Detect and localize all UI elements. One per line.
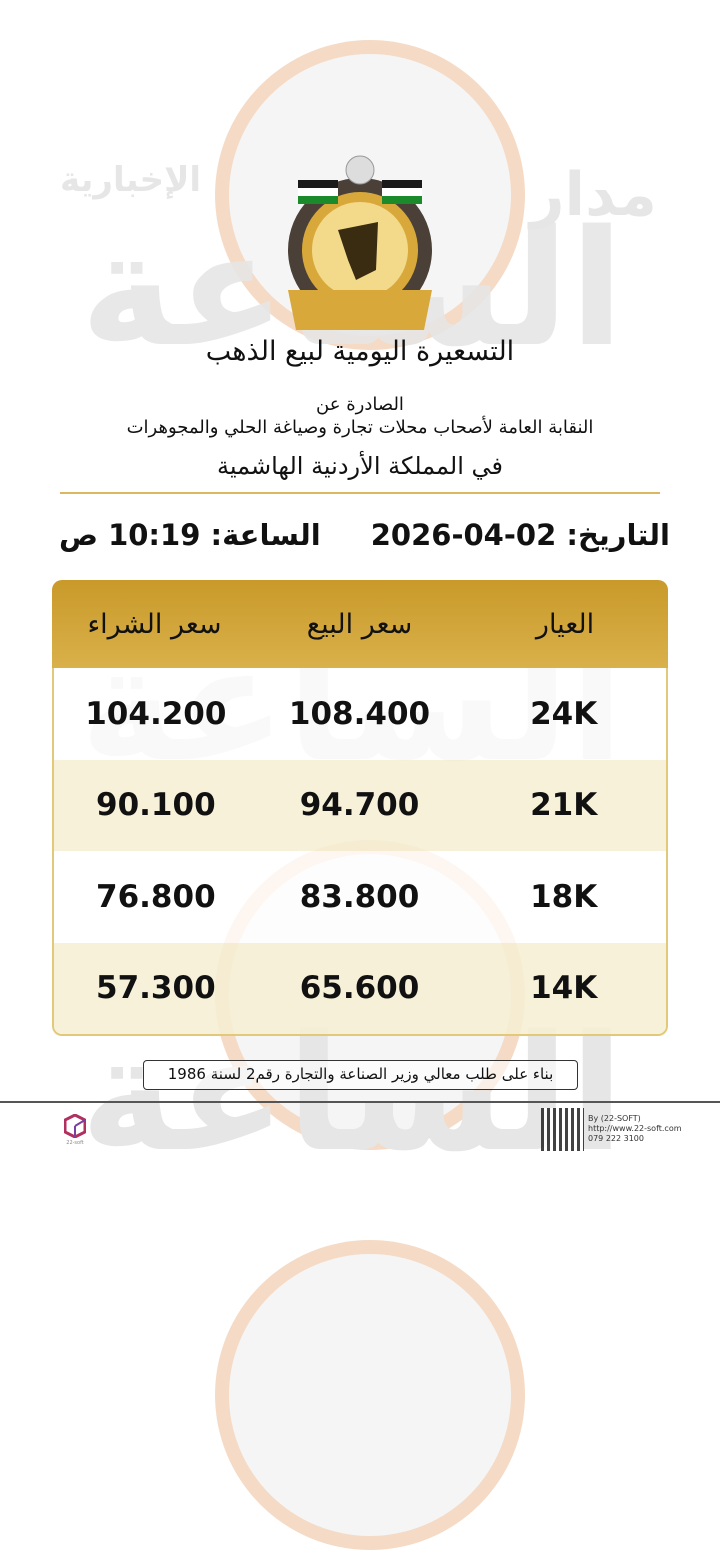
table-row: 21K 94.700 90.100 <box>54 759 666 851</box>
table-row: 24K 108.400 104.200 <box>54 668 666 760</box>
buy-price: 90.100 <box>96 787 216 824</box>
karat: 21K <box>530 787 598 824</box>
table-row: 14K 65.600 57.300 <box>54 942 666 1034</box>
credits-phone: 079 222 3100 <box>588 1134 644 1143</box>
date-label: التاريخ: <box>566 518 670 552</box>
issued-by-label: الصادرة عن <box>316 394 404 415</box>
time: الساعة: 10:19 ص <box>59 518 321 552</box>
country-name: في المملكة الأردنية الهاشمية <box>216 452 504 480</box>
header-karat: العيار <box>535 608 595 640</box>
credits-by: By (22-SOFT) <box>588 1114 641 1123</box>
organization-name: النقابة العامة لأصحاب محلات تجارة وصياغة… <box>126 417 594 438</box>
watermark-brand: مدار <box>530 160 657 230</box>
buy-price: 104.200 <box>85 695 227 732</box>
watermark-subtitle: الإخبارية <box>60 160 202 200</box>
soft-logo-text: 22-soft <box>66 1140 84 1146</box>
date: التاريخ: 02-04-2026 <box>371 518 670 552</box>
date-value: 02-04-2026 <box>370 518 557 552</box>
syndicate-logo <box>288 155 432 330</box>
sell-price: 65.600 <box>299 970 420 1007</box>
credits: By (22-SOFT) http://www.22-soft.com 079 … <box>588 1114 682 1144</box>
credits-url[interactable]: http://www.22-soft.com <box>588 1124 682 1133</box>
time-label: الساعة: <box>210 518 321 552</box>
table-header: العيار سعر البيع سعر الشراء <box>52 580 668 668</box>
datetime-row: التاريخ: 02-04-2026 الساعة: 10:19 ص <box>55 518 670 552</box>
ministry-note: بناء على طلب معالي وزير الصناعة والتجارة… <box>143 1060 578 1090</box>
karat: 14K <box>530 970 598 1007</box>
buy-price: 76.800 <box>96 878 216 915</box>
cube-logo-icon <box>63 1113 87 1139</box>
sell-price: 83.800 <box>299 878 420 915</box>
karat: 18K <box>530 878 598 915</box>
header-buy: سعر الشراء <box>87 608 222 640</box>
buy-price: 57.300 <box>96 970 216 1007</box>
table-row: 18K 83.800 76.800 <box>54 851 666 943</box>
time-value: 10:19 ص <box>58 518 201 552</box>
sell-price: 94.700 <box>299 787 420 824</box>
header-sell: سعر البيع <box>306 608 413 640</box>
price-table: العيار سعر البيع سعر الشراء 24K 108.400 … <box>52 580 668 1036</box>
sell-price: 108.400 <box>288 695 431 732</box>
footer-divider <box>0 1101 720 1103</box>
qr-code[interactable] <box>541 1108 584 1151</box>
divider <box>60 492 660 494</box>
karat: 24K <box>530 695 598 732</box>
soft-logo: 22-soft <box>62 1113 88 1148</box>
page-title: التسعيرة اليومية لبيع الذهب <box>205 336 515 367</box>
